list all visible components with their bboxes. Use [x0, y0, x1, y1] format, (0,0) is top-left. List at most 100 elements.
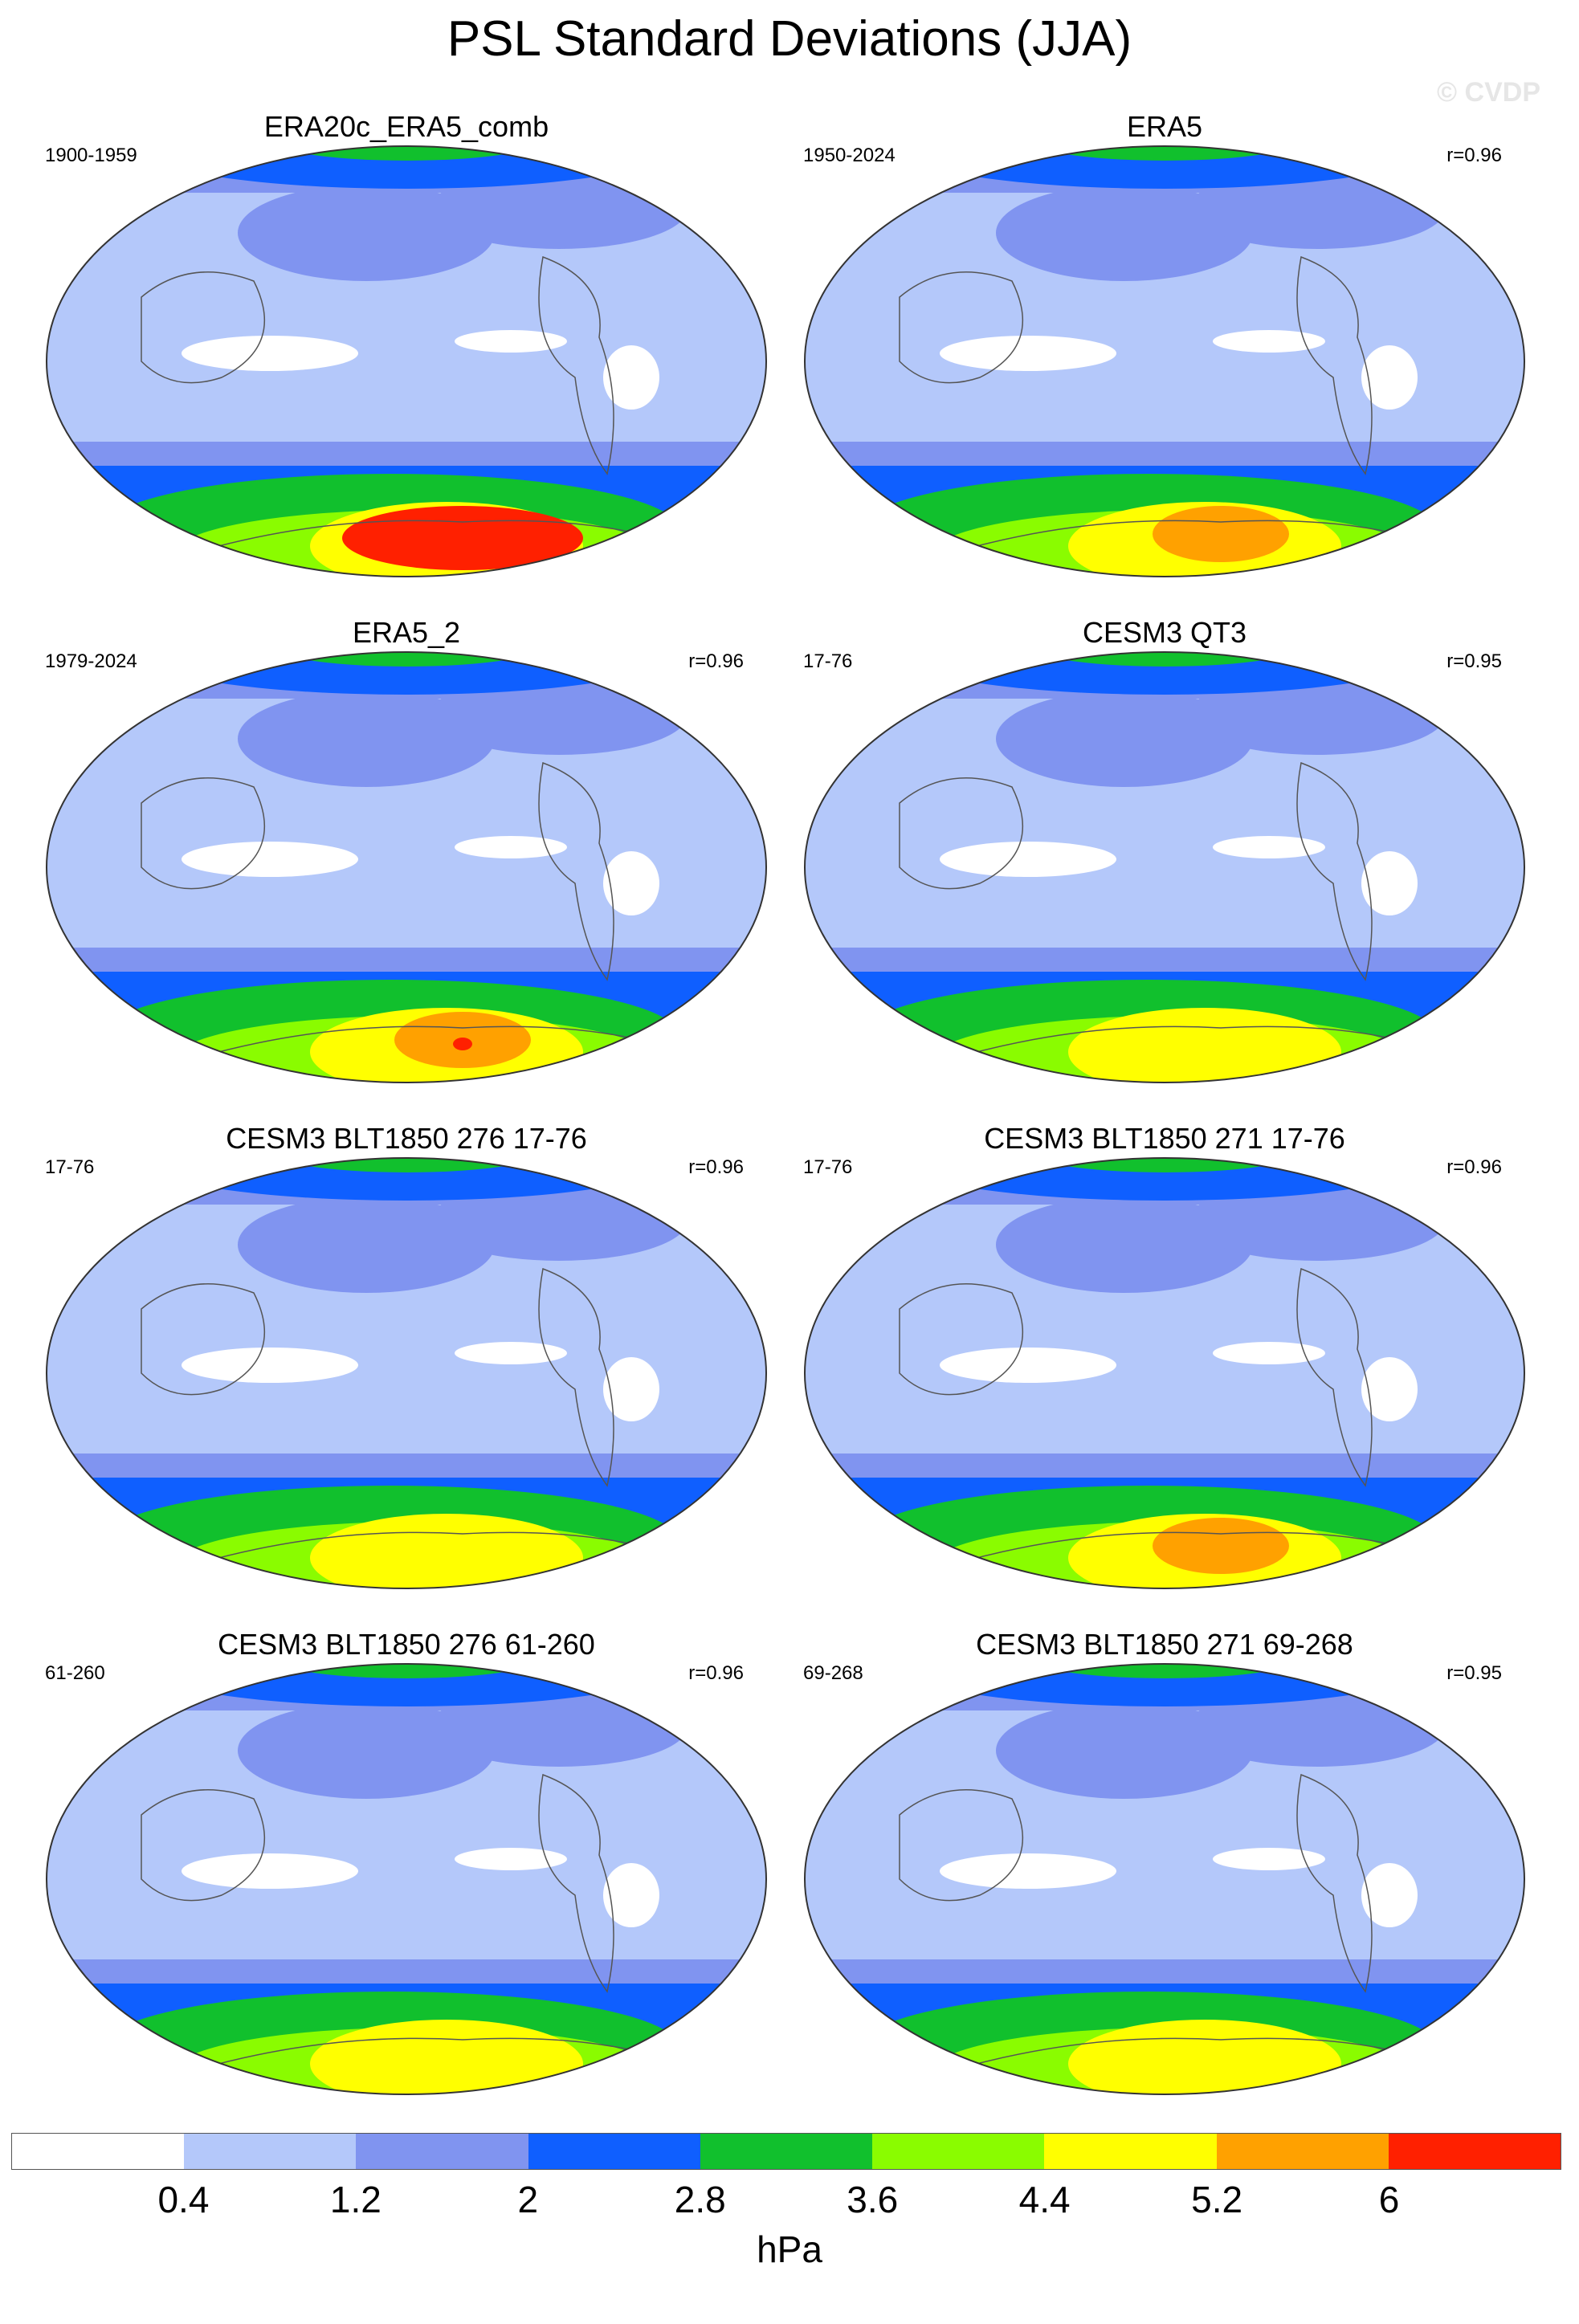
- contour-level-0: [603, 851, 659, 915]
- contour-level-0: [603, 1357, 659, 1421]
- colorbar: [11, 2133, 1561, 2170]
- colorbar-swatch: [356, 2134, 528, 2169]
- panel-correlation: r=0.96: [1446, 145, 1502, 166]
- coastline: [899, 1283, 1024, 1396]
- colorbar-tick-label: 2.8: [674, 2179, 726, 2220]
- colorbar-swatch: [1388, 2134, 1561, 2169]
- contour-level-7: [1153, 1518, 1289, 1574]
- panel-years: 61-260: [45, 1662, 105, 1684]
- coastline: [141, 271, 266, 384]
- colorbar-swatch: [528, 2134, 700, 2169]
- map-border: [804, 145, 1525, 577]
- colorbar-tick-label: 6: [1378, 2179, 1400, 2220]
- panel-years: 1950-2024: [803, 145, 896, 166]
- map-panel: CESM3 BLT1850 271 69-268 69-268 r=0.95: [803, 1630, 1526, 2128]
- robinson-map: [804, 651, 1525, 1083]
- robinson-map: [46, 651, 767, 1083]
- contour-level-0: [603, 345, 659, 410]
- coastline: [1296, 1267, 1373, 1487]
- map-border: [804, 1663, 1525, 2095]
- panel-correlation: r=0.96: [688, 650, 744, 672]
- panel-title: CESM3 BLT1850 271 69-268: [976, 1628, 1353, 1661]
- map-panel: ERA5 1950-2024 r=0.96: [803, 112, 1526, 610]
- colorbar-labels: 0.4 1.2 2 2.8 3.6 4.4 5.2 6: [11, 2181, 1561, 2229]
- panel-years: 69-268: [803, 1662, 863, 1684]
- robinson-map: [46, 1157, 767, 1589]
- contour-level-0: [455, 1848, 567, 1870]
- panel-correlation: r=0.96: [688, 1662, 744, 1684]
- coastline: [141, 1789, 266, 1902]
- contour-level-7: [1153, 506, 1289, 562]
- contour-level-0: [182, 336, 358, 371]
- panel-title: ERA20c_ERA5_comb: [263, 110, 549, 143]
- colorbar-swatch: [872, 2134, 1045, 2169]
- panel-years: 17-76: [803, 650, 853, 672]
- contour-level-0: [182, 842, 358, 877]
- panel-years: 17-76: [803, 1156, 853, 1178]
- coastline: [538, 255, 614, 475]
- map-panel: CESM3 BLT1850 271 17-76 17-76 r=0.96: [803, 1124, 1526, 1622]
- contour-level-0: [1213, 330, 1325, 353]
- coastline: [1296, 761, 1373, 981]
- contour-level-0: [940, 336, 1116, 371]
- panel-title: ERA5_2: [352, 616, 461, 649]
- map-panel: ERA20c_ERA5_comb 1900-1959: [45, 112, 768, 610]
- contour-level-0: [940, 842, 1116, 877]
- contour-level-0: [1361, 345, 1418, 410]
- map-panel: CESM3 BLT1850 276 17-76 17-76 r=0.96: [45, 1124, 768, 1622]
- panel-title: CESM3 QT3: [1082, 616, 1247, 649]
- figure-title: PSL Standard Deviations (JJA): [447, 11, 1132, 67]
- panel-title: ERA5: [1126, 110, 1203, 143]
- colorbar-tick-label: 4.4: [1018, 2179, 1071, 2220]
- map-border: [46, 651, 767, 1083]
- map-border: [46, 1663, 767, 2095]
- contour-level-0: [1361, 1863, 1418, 1927]
- map-panel: CESM3 BLT1850 276 61-260 61-260 r=0.96: [45, 1630, 768, 2128]
- colorbar-swatch: [1044, 2134, 1217, 2169]
- panel-years: 1900-1959: [45, 145, 137, 166]
- coastline: [141, 777, 266, 890]
- contour-level-0: [940, 1348, 1116, 1383]
- panel-correlation: r=0.96: [688, 1156, 744, 1178]
- colorbar-tick-label: 3.6: [847, 2179, 899, 2220]
- robinson-map: [46, 1663, 767, 2095]
- contour-level-0: [1213, 836, 1325, 858]
- panel-correlation: r=0.95: [1446, 1662, 1502, 1684]
- robinson-map: [46, 145, 767, 577]
- contour-level-0: [1213, 1342, 1325, 1364]
- contour-level-0: [940, 1853, 1116, 1889]
- contour-level-0: [455, 330, 567, 353]
- map-border: [804, 651, 1525, 1083]
- coastline: [1296, 1773, 1373, 1993]
- panel-years: 17-76: [45, 1156, 95, 1178]
- coastline: [538, 1267, 614, 1487]
- colorbar-swatch: [184, 2134, 357, 2169]
- contour-level-0: [1361, 1357, 1418, 1421]
- coastline: [899, 777, 1024, 890]
- colorbar-swatch: [700, 2134, 873, 2169]
- colorbar-tick-label: 2: [517, 2179, 539, 2220]
- coastline: [899, 1789, 1024, 1902]
- colorbar-swatch: [12, 2134, 185, 2169]
- robinson-map: [804, 1157, 1525, 1589]
- contour-level-0: [455, 836, 567, 858]
- coastline: [538, 761, 614, 981]
- panel-title: CESM3 BLT1850 276 17-76: [226, 1122, 587, 1155]
- contour-level-0: [182, 1348, 358, 1383]
- coastline: [141, 1283, 266, 1396]
- panel-years: 1979-2024: [45, 650, 137, 672]
- robinson-map: [804, 145, 1525, 577]
- contour-level-8: [342, 506, 583, 570]
- map-border: [46, 145, 767, 577]
- panel-correlation: r=0.96: [1446, 1156, 1502, 1178]
- robinson-map: [804, 1663, 1525, 2095]
- colorbar-tick-label: 5.2: [1191, 2179, 1243, 2220]
- map-border: [46, 1157, 767, 1589]
- map-panel: ERA5_2 1979-2024 r=0.96: [45, 618, 768, 1116]
- coastline: [538, 1773, 614, 1993]
- map-border: [804, 1157, 1525, 1589]
- panel-title: CESM3 BLT1850 271 17-76: [984, 1122, 1345, 1155]
- contour-level-8: [453, 1038, 472, 1050]
- contour-level-0: [182, 1853, 358, 1889]
- contour-level-0: [603, 1863, 659, 1927]
